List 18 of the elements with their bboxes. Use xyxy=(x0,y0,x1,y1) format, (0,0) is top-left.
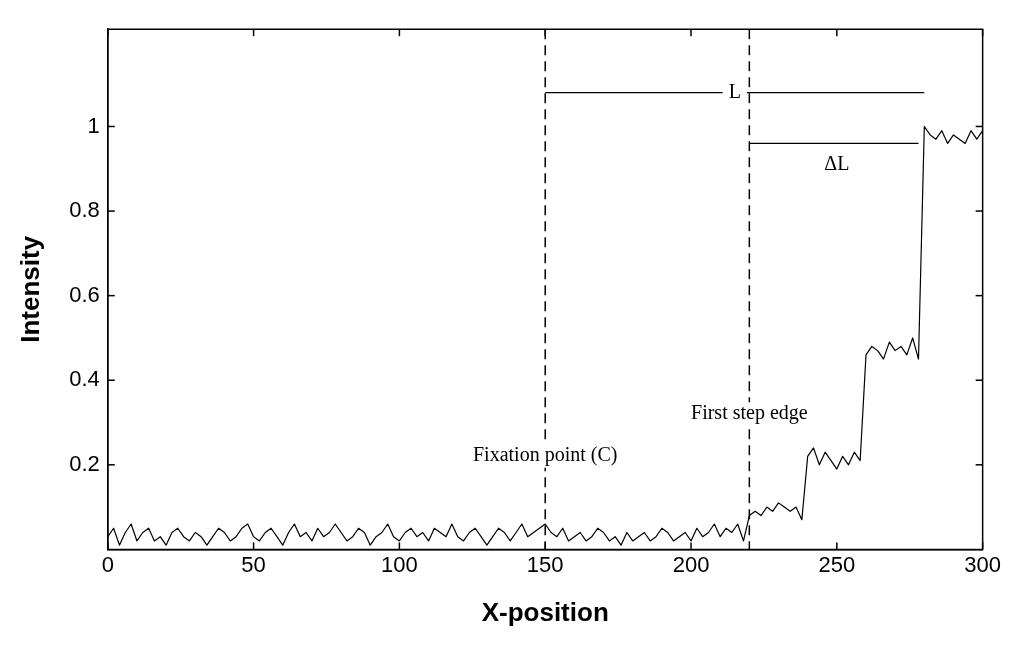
y-tick-label: 1 xyxy=(87,112,100,138)
ref-line-label: Fixation point (C) xyxy=(472,443,618,467)
y-tick-label: 0.8 xyxy=(69,197,100,223)
annotation: ΔL xyxy=(824,151,850,174)
x-tick-label: 100 xyxy=(381,551,418,577)
x-axis-title: X-position xyxy=(481,596,609,627)
x-tick-label: 300 xyxy=(964,551,1002,577)
x-tick-label: 0 xyxy=(101,551,114,577)
y-tick-label: 0.4 xyxy=(69,366,100,392)
x-tick-label: 150 xyxy=(526,551,564,577)
x-tick-label: 200 xyxy=(672,551,710,577)
y-axis-title: Intensity xyxy=(14,235,45,343)
x-tick-label: 50 xyxy=(241,551,266,577)
ref-line-label: First step edge xyxy=(691,401,808,425)
y-tick-label: 0.6 xyxy=(69,281,100,307)
y-tick-label: 0.2 xyxy=(69,450,100,476)
x-tick-label: 250 xyxy=(818,551,856,577)
annotation: L xyxy=(728,79,741,102)
